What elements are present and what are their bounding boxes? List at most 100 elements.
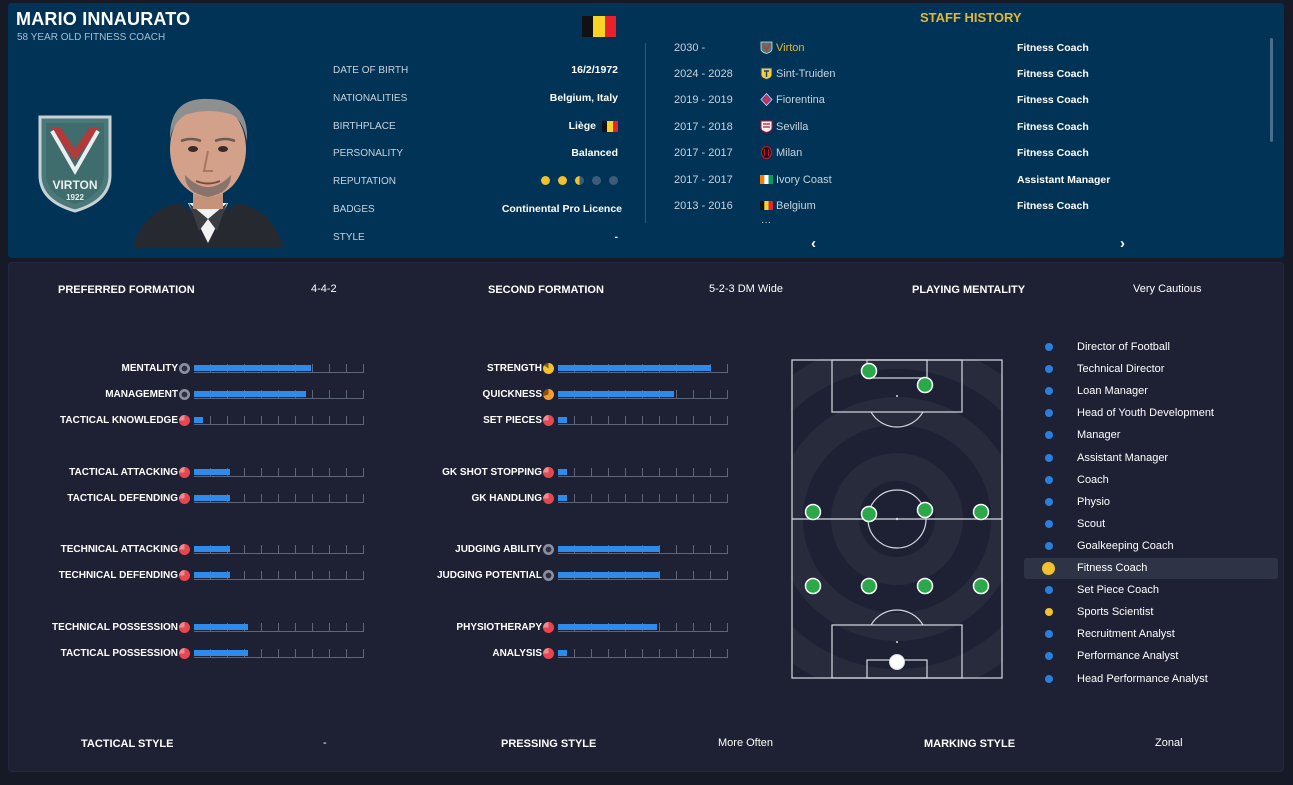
staff-header-panel: MARIO INNAURATO 58 YEAR OLD FITNESS COAC… bbox=[8, 3, 1284, 258]
pressing-style-value: More Often bbox=[718, 737, 774, 749]
role-item-fitness-coach[interactable]: Fitness Coach bbox=[1024, 558, 1278, 579]
role-status-dot-icon bbox=[1045, 541, 1053, 550]
player-marker[interactable] bbox=[916, 577, 934, 595]
role-status-dot-icon bbox=[1045, 497, 1053, 506]
history-row[interactable]: 2024 - 2028 Sint-Truiden Fitness Coach bbox=[674, 65, 1264, 85]
attribute-red-icon bbox=[543, 493, 554, 504]
history-prev-button[interactable]: ‹ bbox=[811, 235, 816, 252]
attribute-row-technical-defending: TECHNICAL DEFENDING bbox=[9, 569, 1283, 583]
history-row[interactable]: 2017 - 2017 Milan Fitness Coach bbox=[674, 144, 1264, 164]
attribute-bar bbox=[558, 389, 728, 399]
goalkeeper-marker[interactable] bbox=[889, 654, 905, 670]
role-item-manager[interactable]: Manager bbox=[1024, 425, 1278, 446]
role-item-assistant-manager[interactable]: Assistant Manager bbox=[1024, 448, 1278, 469]
role-item-coach[interactable]: Coach bbox=[1024, 470, 1278, 491]
role-label: Goalkeeping Coach bbox=[1077, 539, 1174, 552]
attribute-row-analysis: ANALYSIS bbox=[9, 647, 1283, 661]
attribute-orange-icon bbox=[543, 389, 554, 400]
player-marker[interactable] bbox=[804, 503, 822, 521]
reputation-star-half-icon bbox=[575, 176, 584, 185]
info-value[interactable]: Continental Pro Licence bbox=[501, 203, 622, 215]
player-marker[interactable] bbox=[860, 577, 878, 595]
info-value: Balanced bbox=[571, 147, 618, 159]
attribute-row-mentality: MENTALITY bbox=[9, 362, 1283, 376]
attribute-label: TECHNICAL ATTACKING bbox=[60, 544, 178, 555]
player-marker[interactable] bbox=[916, 501, 934, 519]
player-marker[interactable] bbox=[972, 577, 990, 595]
role-item-goalkeeping-coach[interactable]: Goalkeeping Coach bbox=[1024, 536, 1278, 557]
role-item-sports-scientist[interactable]: Sports Scientist bbox=[1024, 602, 1278, 623]
coaching-profile-panel: PREFERRED FORMATION 4-4-2 SECOND FORMATI… bbox=[8, 262, 1284, 772]
role-status-dot-icon bbox=[1045, 475, 1053, 484]
attribute-label: TACTICAL POSSESSION bbox=[60, 648, 178, 659]
history-club-link[interactable]: Belgium bbox=[776, 200, 816, 212]
attribute-bar-fill bbox=[558, 624, 657, 630]
info-value: - bbox=[614, 231, 619, 243]
history-club-link[interactable]: Fiorentina bbox=[776, 94, 825, 106]
history-row[interactable]: 2030 - Virton Fitness Coach bbox=[674, 39, 1264, 59]
player-marker[interactable] bbox=[860, 362, 878, 380]
role-item-loan-manager[interactable]: Loan Manager bbox=[1024, 381, 1278, 402]
attribute-bar-fill bbox=[194, 546, 230, 552]
info-label: BIRTHPLACE bbox=[333, 121, 396, 132]
attribute-bar bbox=[558, 622, 728, 632]
role-label: Manager bbox=[1077, 429, 1121, 442]
info-value[interactable]: Belgium, Italy bbox=[549, 92, 618, 104]
history-years: 2017 - 2018 bbox=[674, 121, 733, 133]
role-status-dot-icon bbox=[1045, 387, 1053, 396]
role-label: Set Piece Coach bbox=[1077, 584, 1159, 597]
history-row[interactable]: 2017 - 2018 Sevilla Fitness Coach bbox=[674, 118, 1264, 138]
role-item-head-of-youth-development[interactable]: Head of Youth Development bbox=[1024, 403, 1278, 424]
attribute-row-strength: STRENGTH bbox=[9, 362, 1283, 376]
reputation-star-empty-icon bbox=[592, 176, 601, 185]
role-item-technical-director[interactable]: Technical Director bbox=[1024, 359, 1278, 380]
history-years: 2013 - 2016 bbox=[674, 200, 733, 212]
role-item-physio[interactable]: Physio bbox=[1024, 492, 1278, 513]
history-role: Fitness Coach bbox=[1017, 121, 1089, 133]
player-marker[interactable] bbox=[916, 376, 934, 394]
pressing-style-label: PRESSING STYLE bbox=[501, 738, 597, 750]
role-item-head-performance-analyst[interactable]: Head Performance Analyst bbox=[1024, 669, 1278, 690]
attribute-label: MANAGEMENT bbox=[105, 389, 178, 400]
playing-mentality-value: Very Cautious bbox=[1133, 283, 1202, 295]
history-row[interactable]: 2017 - 2017 Ivory Coast Assistant Manage… bbox=[674, 171, 1264, 191]
role-item-performance-analyst[interactable]: Performance Analyst bbox=[1024, 646, 1278, 667]
role-item-scout[interactable]: Scout bbox=[1024, 514, 1278, 535]
formation-pitch bbox=[791, 359, 1003, 679]
history-row[interactable]: 2019 - 2019 Fiorentina Fitness Coach bbox=[674, 91, 1264, 111]
attribute-bar bbox=[194, 389, 364, 399]
player-marker[interactable] bbox=[804, 577, 822, 595]
role-item-recruitment-analyst[interactable]: Recruitment Analyst bbox=[1024, 624, 1278, 645]
attribute-neutral-icon bbox=[179, 363, 190, 374]
attribute-bar bbox=[194, 570, 364, 580]
player-markers bbox=[804, 362, 990, 595]
player-marker[interactable] bbox=[972, 503, 990, 521]
attribute-row-tactical-defending: TACTICAL DEFENDING bbox=[9, 492, 1283, 506]
history-scrollbar[interactable] bbox=[1270, 38, 1273, 142]
attribute-bar bbox=[558, 570, 728, 580]
role-item-director-of-football[interactable]: Director of Football bbox=[1024, 337, 1278, 358]
virton-club-badge-icon[interactable]: VIRTON 1922 bbox=[34, 113, 116, 213]
history-row[interactable]: 2013 - 2016 Belgium Fitness Coach bbox=[674, 197, 1264, 217]
history-next-button[interactable]: › bbox=[1120, 235, 1125, 252]
role-label: Head of Youth Development bbox=[1077, 407, 1214, 420]
milan-icon bbox=[760, 146, 773, 159]
attribute-label: STRENGTH bbox=[487, 363, 542, 374]
role-label: Technical Director bbox=[1077, 363, 1165, 376]
role-status-dot-icon bbox=[1045, 608, 1053, 617]
history-club-link[interactable]: Ivory Coast bbox=[776, 174, 832, 186]
history-club-link[interactable]: Sint-Truiden bbox=[776, 68, 836, 80]
sevilla-icon bbox=[760, 120, 773, 133]
history-club-link[interactable]: Sevilla bbox=[776, 121, 809, 133]
reputation-star-empty-icon bbox=[609, 176, 618, 185]
info-label: REPUTATION bbox=[333, 176, 396, 187]
history-club-link[interactable]: Virton bbox=[776, 42, 805, 54]
attribute-red-icon bbox=[543, 467, 554, 478]
attribute-label: GK SHOT STOPPING bbox=[442, 467, 542, 478]
role-item-set-piece-coach[interactable]: Set Piece Coach bbox=[1024, 580, 1278, 601]
player-marker[interactable] bbox=[860, 505, 878, 523]
info-label: BADGES bbox=[333, 204, 375, 215]
history-club-link[interactable]: Milan bbox=[776, 147, 803, 159]
attribute-red-icon bbox=[179, 415, 190, 426]
attribute-bar-fill bbox=[194, 495, 230, 501]
